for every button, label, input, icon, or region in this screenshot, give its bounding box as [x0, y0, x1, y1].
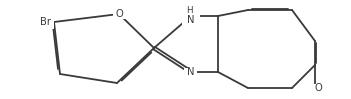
Text: Br: Br — [40, 17, 51, 27]
Text: H: H — [186, 6, 192, 14]
Text: N: N — [187, 15, 195, 25]
Bar — [309, 83, 322, 92]
Text: N: N — [187, 67, 195, 77]
Bar — [113, 10, 126, 19]
Bar — [185, 68, 198, 77]
Bar — [26, 15, 54, 29]
Text: O: O — [115, 9, 123, 19]
Text: O: O — [315, 83, 323, 93]
Bar — [182, 5, 200, 27]
